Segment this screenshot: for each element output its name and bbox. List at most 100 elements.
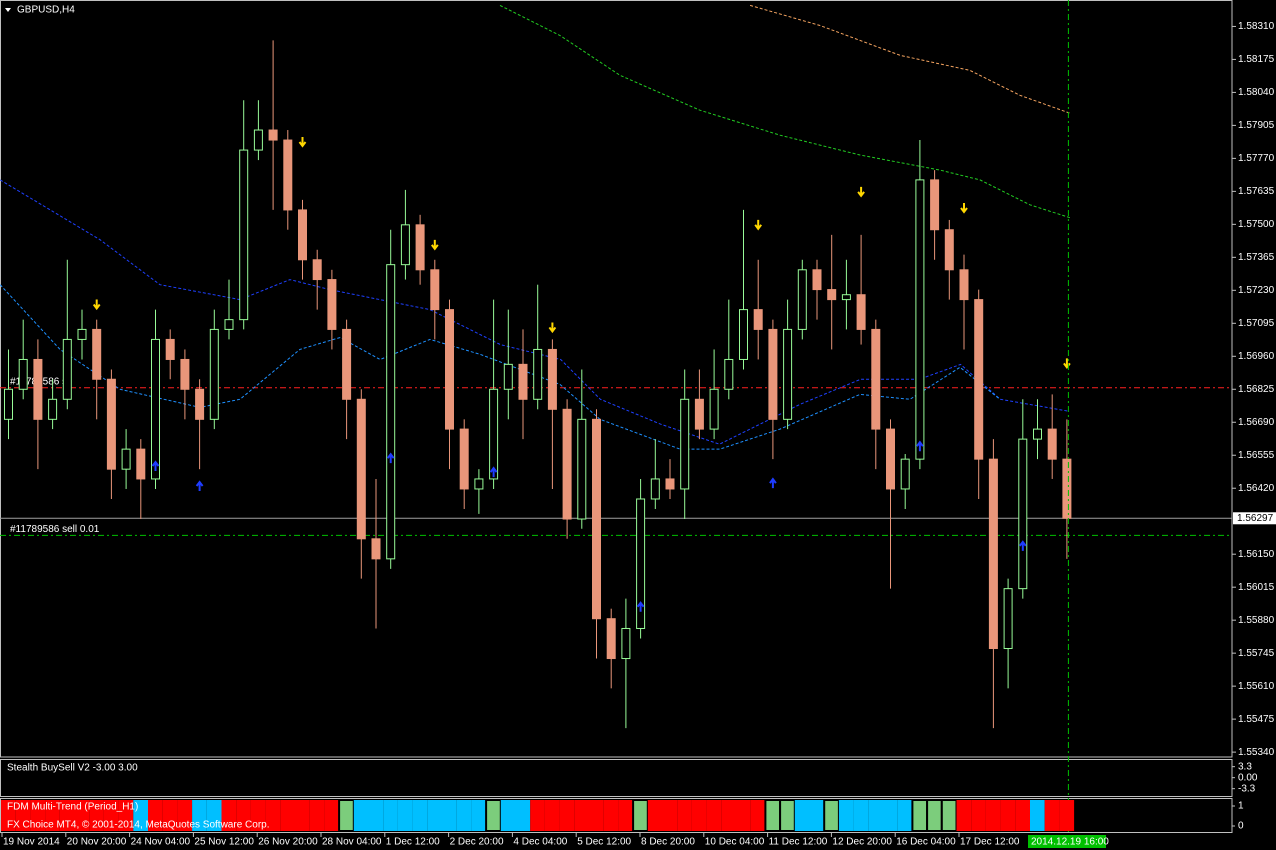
candle-body [871,328,881,430]
x-tick-label: 24 Nov 04:00 [131,837,191,848]
trend-bar [530,800,545,831]
candle-body [694,398,704,430]
moving-average [0,284,1001,450]
candle-body [886,428,895,490]
candle-body [900,458,910,490]
current-price-label: 1.56297 [1237,513,1274,524]
trend-bar [206,800,222,831]
trend-bar [603,800,619,831]
candle-body [797,269,807,330]
signal-arrow [548,322,557,334]
candle-body [739,309,748,360]
main-frame [0,0,1233,758]
candle-body [77,328,87,340]
trend-bar [15,800,31,831]
trend-bar [883,800,898,831]
candle-body [1003,588,1013,650]
x-tick-label: 2 Dec 20:00 [450,837,504,848]
signal-arrow [489,466,498,478]
candle-body [636,498,646,629]
candle-body [136,448,146,480]
trend-bar [471,800,487,831]
fdm-frame [0,798,1233,833]
candle-body [121,448,131,470]
y-tick-label: 1 [1238,801,1244,812]
trend-bar [736,800,751,831]
y-tick-label: 1.55745 [1238,648,1275,659]
y-tick-label: 1.57905 [1238,120,1275,131]
x-tick-label: 8 Dec 20:00 [641,837,695,848]
candle-body [1033,428,1042,440]
candle-body [106,378,116,470]
candle-body [1047,428,1057,460]
trend-bar [162,800,178,831]
candle-body [356,398,366,540]
copyright: FX Choice MT4, © 2001-2014, MetaQuotes S… [7,820,270,831]
candle-body [503,363,513,390]
trend-bar [324,800,340,831]
trend-bar [691,800,707,831]
candle-body [386,264,396,560]
candle-body [959,269,969,301]
trend-bar [985,800,1001,831]
candle-body [1018,438,1028,590]
trend-bar [500,800,516,831]
trend-bar [103,800,119,831]
trend-bar [485,799,502,832]
cursor-time-label: 2014.12.19 16:00 [1031,837,1109,848]
candle-body [415,224,425,271]
candle-body [724,358,734,390]
candle-body [915,179,925,460]
candle-body [944,229,954,271]
y-tick-label: 1.57635 [1238,186,1275,197]
x-tick-label: 11 Dec 12:00 [769,837,828,848]
y-tick-label: 1.57500 [1238,219,1275,230]
trend-bar [295,800,310,831]
y-tick-label: 1.56015 [1238,582,1275,593]
signal-arrow [636,601,645,612]
fdm-title: FDM Multi-Trend (Period_H1) [7,802,138,813]
y-tick-label: 1.55610 [1238,681,1275,692]
trend-bar [250,800,266,831]
candle-body [621,627,631,660]
candle-body [445,309,454,430]
symbol-title: GBPUSD,H4 [17,5,75,16]
candle-body [606,618,616,660]
x-tick-label: 5 Dec 12:00 [577,837,631,848]
trend-bar [677,800,692,831]
x-tick-label: 28 Nov 04:00 [322,837,382,848]
overlay: 1.58310 1.58175 1.58040 1.57905 1.57770 1.576… [1232,21,1276,832]
trend-bar [662,800,678,831]
candle-body [400,224,410,266]
y-tick-label: 1.57770 [1238,153,1275,164]
y-tick-label: 1.55340 [1238,747,1275,758]
candle-body [518,363,528,400]
candle-body [165,338,175,360]
signal-arrow [857,186,865,198]
candle-body [268,129,278,141]
trend-bar [30,800,46,831]
candle-body [253,129,263,151]
candle-body [665,478,675,490]
trend-bar [309,800,325,831]
trend-bar [1059,800,1075,831]
signal-arrow [151,460,160,471]
candle-body [224,319,234,330]
y-tick-label: 1.57365 [1238,252,1275,263]
trend-bar [838,800,854,831]
menu-triangle[interactable] [5,8,11,12]
price-plot: #11789586 sl#11789586 sell 0.01 [0,4,1232,729]
x-tick-label: 10 Dec 04:00 [705,837,765,848]
candle-body [18,358,28,390]
y-tick-label: 1.58175 [1238,54,1275,65]
candle-body [209,328,219,420]
trend-bar [853,800,869,831]
candle-body [562,408,572,520]
y-tick-label: 3.3 [1238,761,1252,772]
y-tick-label: -3.3 [1238,783,1256,794]
stealth-frame [0,759,1233,797]
trend-bar [89,800,104,831]
x-tick-label: 16 Dec 04:00 [896,837,956,848]
candle-body [430,269,440,311]
trend-bar [192,800,207,831]
